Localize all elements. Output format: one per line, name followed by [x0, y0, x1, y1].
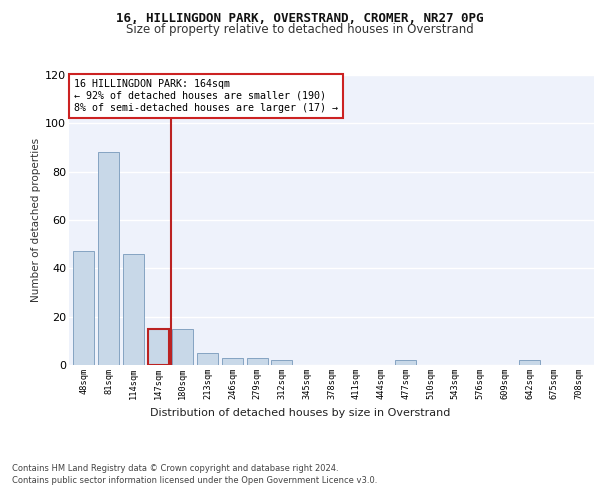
Text: 16, HILLINGDON PARK, OVERSTRAND, CROMER, NR27 0PG: 16, HILLINGDON PARK, OVERSTRAND, CROMER,…	[116, 12, 484, 26]
Bar	[172, 329, 193, 365]
Text: Size of property relative to detached houses in Overstrand: Size of property relative to detached ho…	[126, 24, 474, 36]
Bar	[519, 360, 540, 365]
Text: Distribution of detached houses by size in Overstrand: Distribution of detached houses by size …	[150, 408, 450, 418]
Bar	[98, 152, 119, 365]
Text: Contains public sector information licensed under the Open Government Licence v3: Contains public sector information licen…	[12, 476, 377, 485]
Text: Contains HM Land Registry data © Crown copyright and database right 2024.: Contains HM Land Registry data © Crown c…	[12, 464, 338, 473]
Bar	[271, 360, 292, 365]
Y-axis label: Number of detached properties: Number of detached properties	[31, 138, 41, 302]
Bar	[148, 329, 169, 365]
Bar	[395, 360, 416, 365]
Bar	[73, 252, 94, 365]
Bar	[222, 358, 243, 365]
Bar	[247, 358, 268, 365]
Bar	[123, 254, 144, 365]
Bar	[197, 353, 218, 365]
Text: 16 HILLINGDON PARK: 164sqm
← 92% of detached houses are smaller (190)
8% of semi: 16 HILLINGDON PARK: 164sqm ← 92% of deta…	[74, 80, 338, 112]
